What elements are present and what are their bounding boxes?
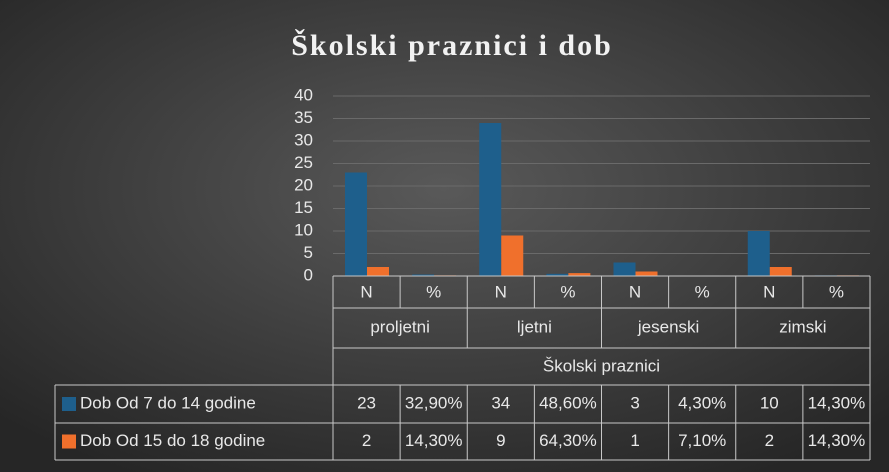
x-tick-label: N	[763, 282, 775, 301]
x-tick-label: N	[360, 282, 372, 301]
y-tick-label: 35	[294, 108, 313, 127]
legend-label: Dob Od 15 do 18 godine	[80, 431, 265, 450]
chart-title: Školski praznici i dob	[291, 29, 613, 62]
group-label: jesenski	[637, 317, 699, 336]
bar	[501, 235, 524, 276]
x-tick-label: %	[426, 282, 441, 301]
table-cell: 48,60%	[539, 393, 597, 412]
table-cell: 4,30%	[678, 393, 726, 412]
y-tick-label: 15	[294, 198, 313, 217]
y-tick-label: 5	[304, 243, 313, 262]
bar	[568, 273, 591, 276]
bar	[412, 274, 435, 276]
group-label: ljetni	[517, 317, 552, 336]
bar	[345, 172, 367, 276]
bar	[613, 262, 636, 276]
x-tick-label: N	[495, 282, 507, 301]
x-tick-label: %	[695, 282, 710, 301]
bar	[479, 123, 502, 276]
x-tick-label: %	[560, 282, 575, 301]
x-tick-label: %	[829, 282, 844, 301]
group-label: zimski	[779, 317, 826, 336]
y-tick-label: 25	[294, 153, 313, 172]
bar	[635, 271, 658, 276]
bar	[747, 231, 770, 276]
legend-key	[62, 434, 76, 449]
table-cell: 2	[362, 431, 371, 450]
table-cell: 14,30%	[808, 431, 866, 450]
table-cell: 7,10%	[678, 431, 726, 450]
x-axis-title: Školski praznici	[543, 356, 660, 375]
bar	[546, 273, 569, 276]
y-tick-label: 10	[294, 220, 313, 239]
table-cell: 2	[765, 431, 774, 450]
table-cell: 9	[496, 431, 505, 450]
y-tick-label: 40	[294, 85, 313, 104]
y-tick-label: 0	[304, 265, 313, 284]
table-cell: 32,90%	[405, 393, 463, 412]
table-cell: 14,30%	[808, 393, 866, 412]
y-tick-label: 20	[294, 175, 313, 194]
table-cell: 1	[630, 431, 639, 450]
legend-label: Dob Od 7 do 14 godine	[80, 393, 256, 412]
table-cell: 23	[357, 393, 376, 412]
table-cell: 34	[491, 393, 510, 412]
table-cell: 10	[760, 393, 779, 412]
bar	[769, 267, 792, 276]
y-tick-label: 30	[294, 130, 313, 149]
bar	[367, 267, 389, 276]
table-cell: 3	[630, 393, 639, 412]
legend-key	[62, 397, 76, 411]
table-cell: 64,30%	[539, 431, 597, 450]
table-cell: 14,30%	[405, 431, 463, 450]
x-tick-label: N	[629, 282, 641, 301]
group-label: proljetni	[370, 317, 430, 336]
